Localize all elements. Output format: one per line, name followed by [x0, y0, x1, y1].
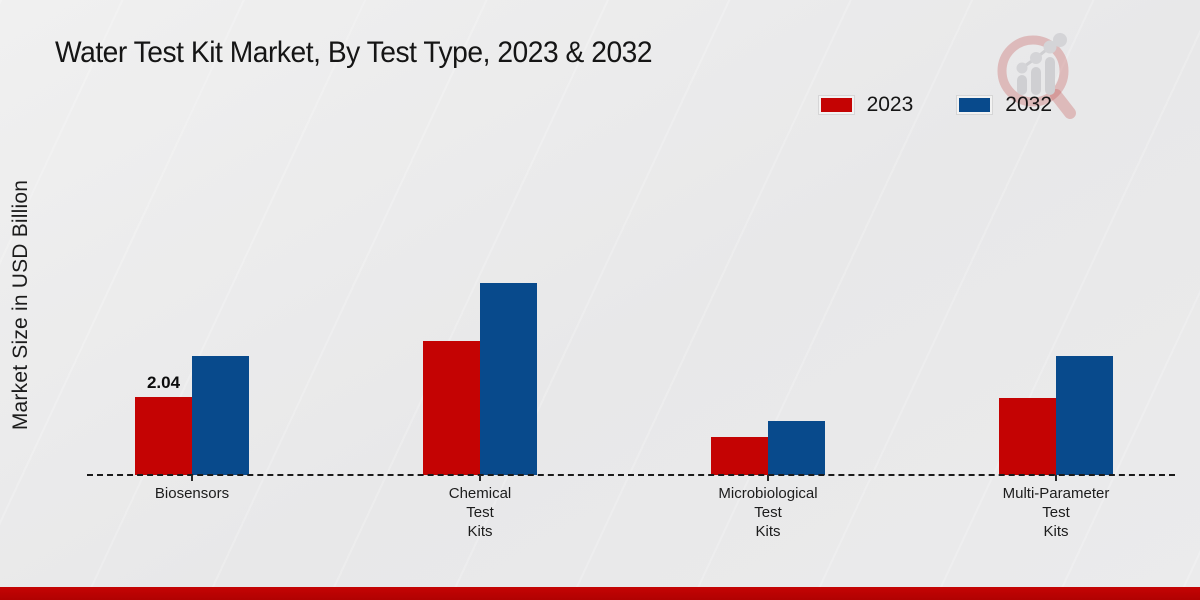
legend-swatch-2032: [957, 96, 993, 114]
bar-2023-multi-parameter-test-kits: [999, 398, 1056, 475]
legend-item-2032: 2032: [957, 93, 1052, 117]
x-axis-tick: [1055, 475, 1057, 481]
category-label-chemical-test-kits: Chemical Test Kits: [448, 485, 512, 540]
category-label-microbiological-test-kits: Microbiological Test Kits: [718, 485, 818, 540]
category-label-multi-parameter-test-kits: Multi-Parameter Test Kits: [1002, 485, 1110, 540]
x-axis-tick: [191, 475, 193, 481]
bottom-accent-bar: [0, 587, 1200, 600]
x-axis-tick: [479, 475, 481, 481]
bar-2023-chemical-test-kits: [423, 341, 480, 475]
bar-2023-microbiological-test-kits: [711, 437, 768, 475]
legend-swatch-2023: [818, 96, 854, 114]
bar-2032-chemical-test-kits: [480, 283, 537, 475]
category-label-biosensors: Biosensors: [154, 485, 230, 502]
x-axis-baseline: [87, 474, 1175, 476]
legend-item-2023: 2023: [818, 93, 914, 117]
chart-title: Water Test Kit Market, By Test Type, 202…: [55, 36, 653, 69]
bar-2032-microbiological-test-kits: [768, 421, 825, 475]
bar-2032-multi-parameter-test-kits: [1056, 356, 1113, 475]
magnifier-growth-chart-logo-icon: [993, 27, 1081, 121]
bar-value-label: 2.04: [146, 373, 181, 392]
legend-label-2032: 2032: [1005, 93, 1052, 116]
legend-label-2023: 2023: [866, 93, 914, 116]
bar-2032-biosensors: [192, 356, 249, 475]
x-axis-tick: [767, 475, 769, 481]
bar-2023-biosensors: [135, 397, 192, 475]
legend: 2023 2032: [818, 93, 1052, 117]
